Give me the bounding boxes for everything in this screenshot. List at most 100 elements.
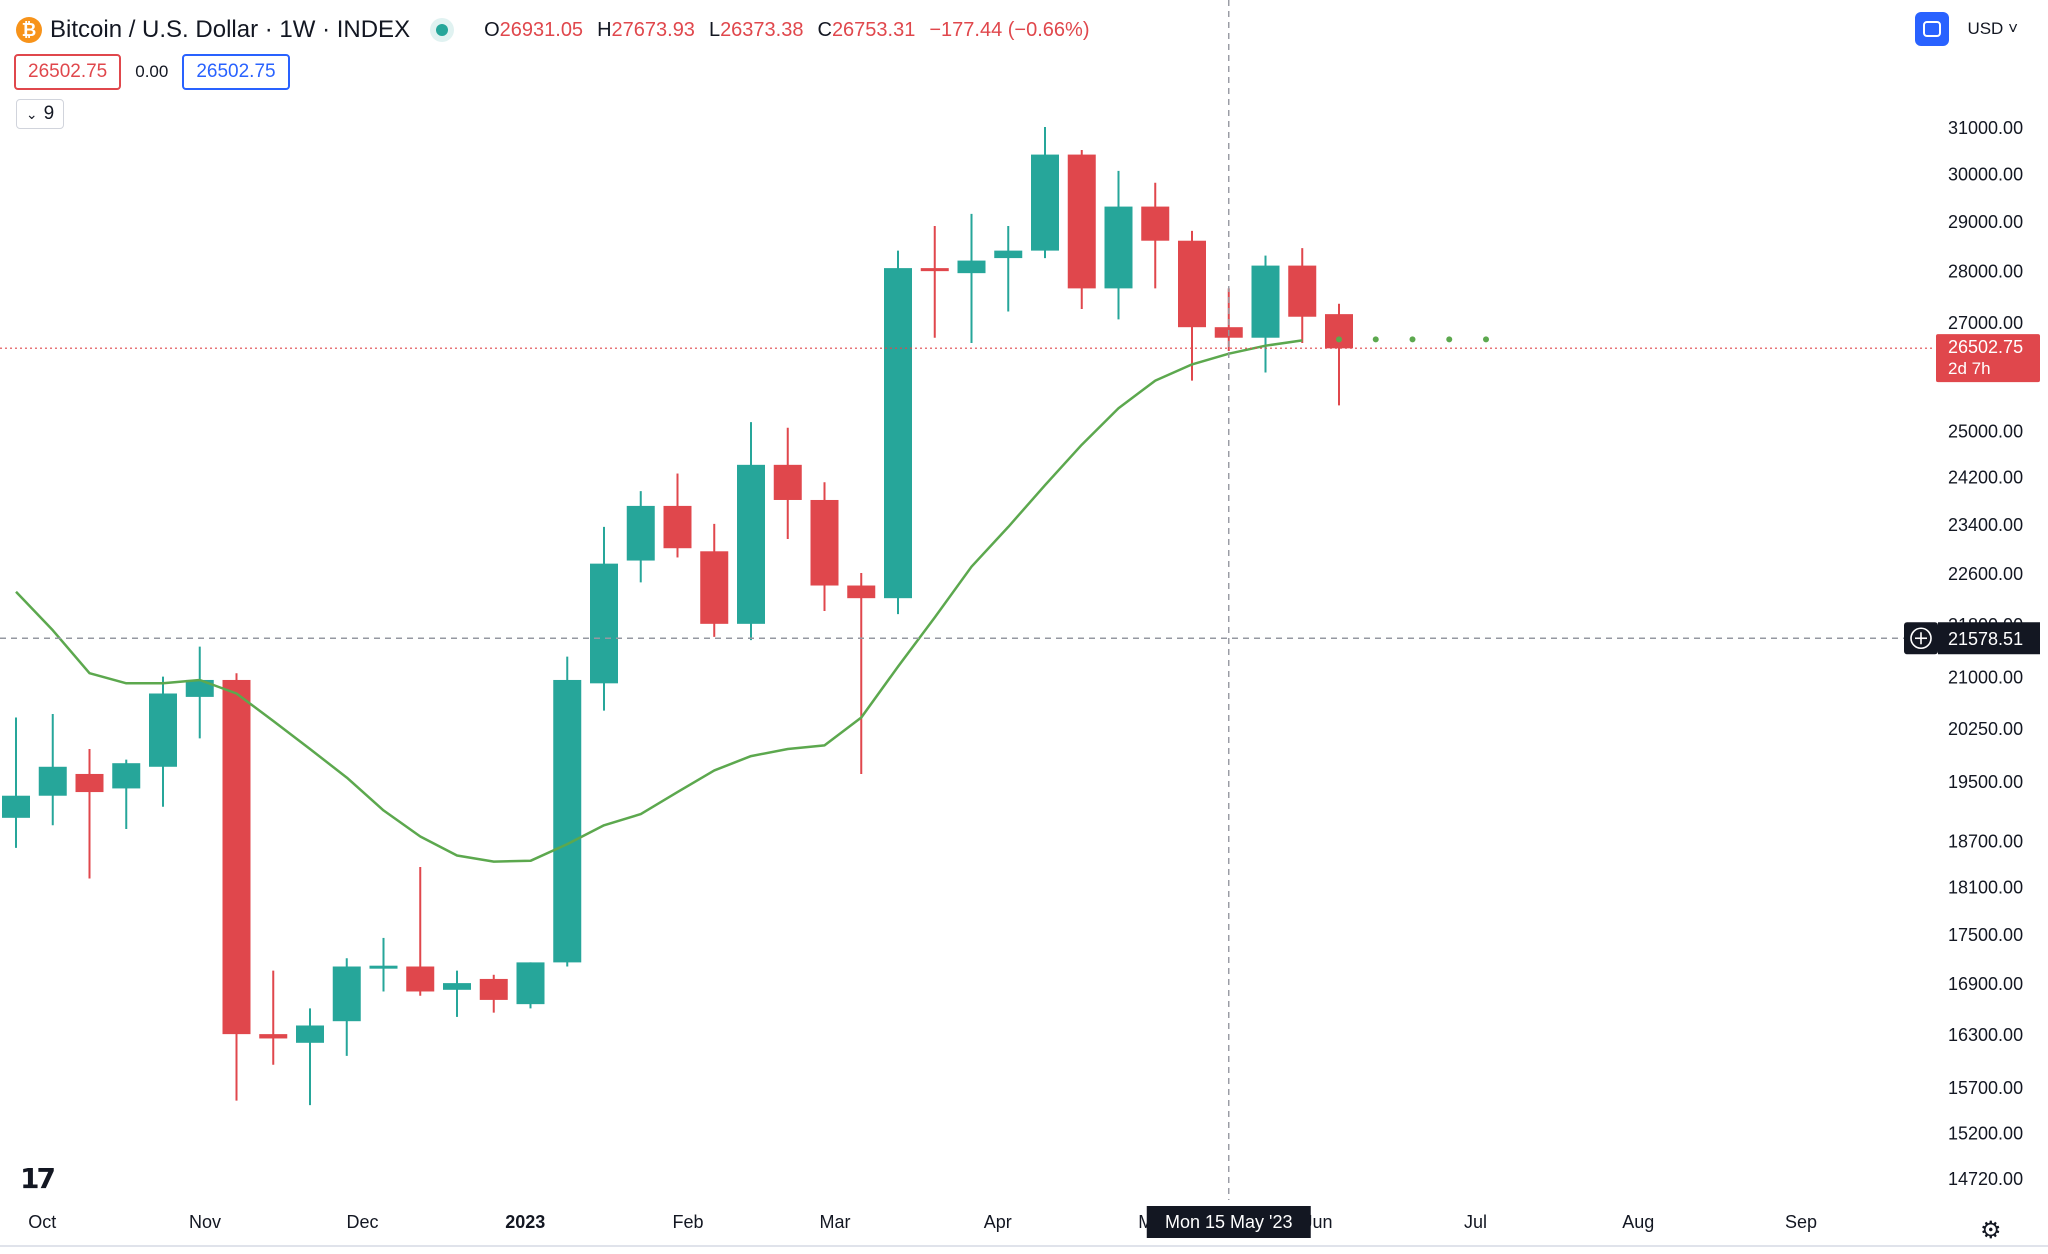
candle-body [332, 966, 361, 1022]
time-axis-label: Aug [1622, 1212, 1654, 1232]
market-status-icon[interactable] [436, 24, 449, 36]
price-axis-tick-label: 18700.00 [1948, 831, 2023, 851]
crosshair-date-label: Mon 15 May '23 [1165, 1212, 1293, 1232]
candle-body [1104, 206, 1133, 289]
price-axis-tick-label: 16300.00 [1948, 1025, 2023, 1045]
time-axis-label: Sep [1785, 1212, 1817, 1232]
price-axis-tick-label: 30000.00 [1948, 164, 2023, 184]
moving-average-forecast-point [1409, 336, 1416, 343]
candle-body [663, 505, 692, 549]
axis-layer: 31000.00 30000.00 29000.00 28000.00 27000.00… [28, 118, 2040, 1238]
price-axis-tick-label: 19500.00 [1948, 772, 2023, 792]
indicator-count: 9 [43, 103, 55, 124]
candle-body [75, 773, 104, 793]
open-key: O [484, 18, 500, 41]
candle-body [700, 551, 729, 624]
chevron-down-icon: ⌄ [25, 105, 38, 122]
candle-body [626, 505, 655, 561]
candle-body [369, 965, 398, 969]
candle-body [479, 978, 508, 1000]
tradingview-logo[interactable]: 17 [20, 1162, 56, 1195]
candles-layer [2, 127, 1353, 1106]
open-value: 26931.05 [499, 18, 584, 41]
candle-body [2, 795, 30, 818]
close-key: C [817, 18, 832, 41]
price-axis-tick-label: 15700.00 [1948, 1078, 2023, 1098]
moving-average-line [15, 339, 1303, 863]
fullscreen-button[interactable] [1915, 12, 1950, 46]
indicators-toggle-button[interactable]: ⌄ 9 [16, 99, 64, 129]
time-axis-label: Feb [672, 1212, 703, 1232]
candle-body [884, 268, 912, 599]
time-axis-label: Oct [28, 1212, 56, 1232]
plus-icon [1910, 627, 1932, 650]
time-axis-label: Apr [984, 1212, 1012, 1232]
candle-body [1031, 154, 1059, 251]
last-price-badge-price: 26502.75 [1948, 337, 2023, 357]
top-right-toolbar: USD ˅ [1915, 12, 2018, 46]
crosshair-price-label: 21578.51 [1948, 629, 2023, 649]
symbol-header: ₿ Bitcoin / U.S. Dollar · 1W · INDEX O 26… [16, 12, 1089, 48]
candle-body [1325, 314, 1353, 349]
candle-body [149, 693, 177, 767]
candle-body [406, 966, 435, 992]
moving-average-forecast-point [1336, 336, 1342, 343]
candle-body [553, 679, 582, 963]
candle-body [222, 679, 251, 1035]
time-axis-label: Mar [820, 1212, 851, 1232]
price-axis-tick-label: 18100.00 [1948, 877, 2023, 897]
candle-body [957, 260, 986, 274]
candle-body [1141, 206, 1170, 241]
price-axis-tick-label: 17500.00 [1948, 925, 2023, 945]
moving-average-forecast-point [1446, 336, 1453, 343]
price-axis-tick-label: 22600.00 [1948, 564, 2023, 584]
candle-body [920, 268, 949, 272]
low-value: 26373.38 [720, 18, 804, 41]
candle-body [847, 585, 876, 599]
price-axis-tick-label: 23400.00 [1948, 515, 2023, 535]
candle-body [810, 499, 839, 586]
candle-body [1288, 265, 1317, 317]
candle-body [112, 763, 141, 789]
candle-body [1251, 265, 1280, 338]
order-panel: 26502.75 0.00 26502.75 [14, 54, 290, 90]
moving-average-layer [15, 336, 1489, 863]
price-axis-tick-label: 29000.00 [1948, 212, 2023, 232]
currency-select[interactable]: USD ˅ [1967, 19, 2018, 38]
candle-body [259, 1034, 288, 1039]
currency-label: USD [1967, 19, 2004, 38]
price-axis-tick-label: 27000.00 [1948, 313, 2023, 333]
last-price-badge [1936, 334, 2040, 383]
candle-body [38, 766, 67, 796]
crosshair-date-label-bg [1146, 1206, 1311, 1238]
candle-body [737, 464, 765, 624]
buy-button[interactable]: 26502.75 [182, 54, 290, 90]
price-axis-tick-label: 21000.00 [1948, 668, 2023, 688]
price-lines-layer [0, 0, 1935, 1200]
price-axis-tick-label: 16900.00 [1948, 974, 2023, 994]
high-value: 27673.93 [611, 18, 695, 41]
time-axis-label: Jul [1464, 1212, 1487, 1232]
time-axis-label: Dec [346, 1212, 378, 1232]
window-icon [1923, 21, 1942, 37]
moving-average-forecast-point [1372, 336, 1379, 343]
candle-body [773, 464, 802, 500]
spread-value: 0.00 [135, 62, 169, 81]
low-key: L [708, 18, 721, 41]
candle-body [590, 563, 618, 684]
candle-body [1067, 154, 1096, 289]
change-value: −177.44 (−0.66%) [929, 18, 1090, 41]
moving-average-forecast-point [1483, 336, 1489, 343]
symbol-title[interactable]: Bitcoin / U.S. Dollar · 1W · INDEX [50, 16, 411, 43]
price-axis-tick-label: 20250.00 [1948, 719, 2023, 739]
candle-body [443, 983, 471, 990]
close-value: 26753.31 [831, 18, 916, 41]
crosshair-price-label-bg [1938, 622, 2040, 655]
sell-button[interactable]: 26502.75 [14, 54, 122, 90]
last-price-badge-countdown: 2d 7h [1948, 359, 1991, 378]
gear-icon[interactable]: ⚙ [1980, 1217, 2002, 1244]
candle-body [296, 1025, 324, 1043]
time-axis-label: 2023 [505, 1212, 545, 1232]
